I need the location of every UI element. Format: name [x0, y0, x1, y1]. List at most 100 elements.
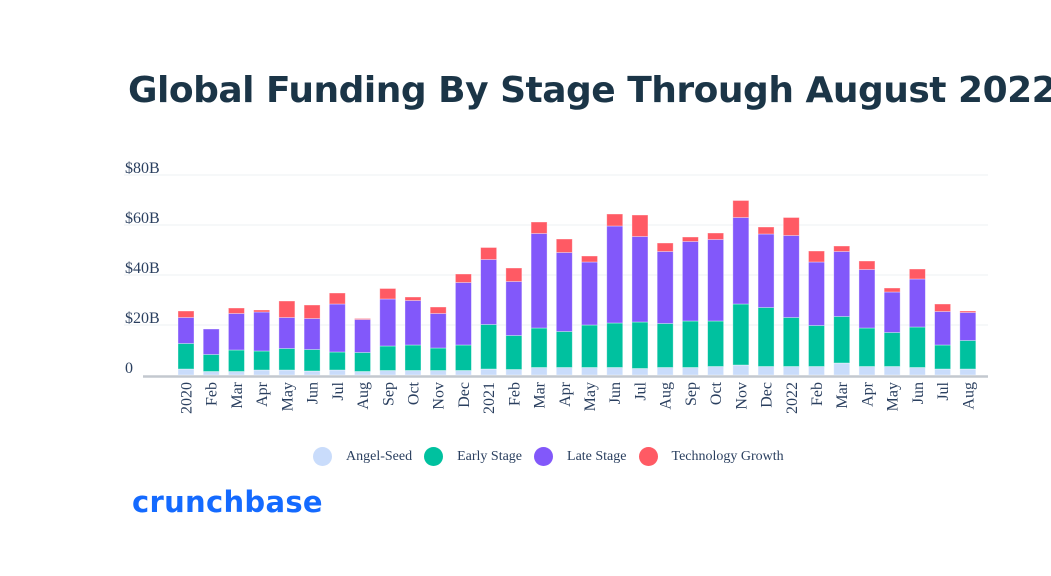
bar-segment-angel-seed[interactable] — [379, 370, 397, 376]
bar-segment-technology-growth[interactable] — [934, 303, 951, 312]
bar-segment-angel-seed[interactable] — [555, 367, 573, 376]
bar-segment-angel-seed[interactable] — [530, 367, 548, 376]
bar-segment-late-stage[interactable] — [177, 317, 195, 344]
bar-segment-angel-seed[interactable] — [883, 366, 901, 376]
bar-segment-late-stage[interactable] — [530, 233, 548, 329]
bar-segment-technology-growth[interactable] — [455, 273, 472, 283]
bar-segment-technology-growth[interactable] — [732, 200, 750, 218]
bar-segment-early-stage[interactable] — [782, 317, 800, 367]
bar-segment-late-stage[interactable] — [303, 318, 321, 350]
bar-segment-technology-growth[interactable] — [177, 310, 195, 318]
bar-segment-late-stage[interactable] — [782, 235, 800, 318]
legend-item-late-stage[interactable]: Late Stage — [534, 447, 627, 466]
bar-segment-early-stage[interactable] — [404, 344, 422, 371]
bar-segment-technology-growth[interactable] — [505, 267, 523, 282]
bar-segment-technology-growth[interactable] — [379, 288, 397, 300]
bar-segment-late-stage[interactable] — [581, 261, 598, 326]
bar-segment-technology-growth[interactable] — [682, 236, 699, 242]
bar-segment-angel-seed[interactable] — [606, 367, 624, 376]
bar-segment-technology-growth[interactable] — [833, 245, 851, 252]
bar-segment-angel-seed[interactable] — [278, 369, 296, 376]
bar-segment-technology-growth[interactable] — [253, 309, 271, 313]
bar-segment-late-stage[interactable] — [328, 303, 346, 353]
bar-segment-angel-seed[interactable] — [631, 368, 649, 376]
bar-segment-technology-growth[interactable] — [530, 221, 548, 234]
bar-segment-early-stage[interactable] — [732, 303, 750, 366]
bar-segment-angel-seed[interactable] — [404, 370, 422, 376]
bar-segment-technology-growth[interactable] — [328, 292, 346, 305]
bar-segment-technology-growth[interactable] — [228, 307, 245, 314]
bar-segment-angel-seed[interactable] — [354, 371, 371, 376]
bar-segment-early-stage[interactable] — [707, 320, 725, 367]
bar-segment-technology-growth[interactable] — [606, 213, 624, 227]
bar-segment-technology-growth[interactable] — [429, 306, 447, 314]
bar-segment-angel-seed[interactable] — [303, 370, 321, 376]
bar-segment-early-stage[interactable] — [808, 325, 825, 367]
bar-segment-angel-seed[interactable] — [757, 366, 775, 376]
bar-segment-angel-seed[interactable] — [782, 366, 800, 376]
bar-segment-angel-seed[interactable] — [934, 368, 951, 376]
bar-segment-angel-seed[interactable] — [455, 370, 472, 376]
bar-segment-late-stage[interactable] — [757, 233, 775, 308]
bar-segment-technology-growth[interactable] — [707, 232, 725, 240]
bar-segment-early-stage[interactable] — [959, 340, 977, 370]
bar-segment-early-stage[interactable] — [883, 332, 901, 367]
bar-segment-technology-growth[interactable] — [808, 250, 825, 263]
bar-segment-technology-growth[interactable] — [883, 287, 901, 293]
bar-segment-angel-seed[interactable] — [202, 371, 220, 376]
bar-segment-late-stage[interactable] — [808, 261, 825, 326]
bar-segment-late-stage[interactable] — [883, 291, 901, 333]
bar-segment-early-stage[interactable] — [505, 335, 523, 370]
bar-segment-angel-seed[interactable] — [858, 366, 876, 376]
bar-segment-technology-growth[interactable] — [303, 304, 321, 319]
bar-segment-early-stage[interactable] — [858, 327, 876, 367]
bar-segment-angel-seed[interactable] — [682, 367, 699, 376]
bar-segment-early-stage[interactable] — [328, 351, 346, 371]
bar-segment-early-stage[interactable] — [480, 324, 498, 370]
bar-segment-early-stage[interactable] — [278, 348, 296, 371]
bar-segment-late-stage[interactable] — [202, 328, 220, 355]
bar-segment-late-stage[interactable] — [429, 313, 447, 349]
bar-segment-early-stage[interactable] — [833, 316, 851, 364]
bar-segment-early-stage[interactable] — [379, 345, 397, 371]
bar-segment-angel-seed[interactable] — [253, 369, 271, 376]
bar-segment-technology-growth[interactable] — [555, 238, 573, 253]
bar-segment-late-stage[interactable] — [959, 312, 977, 341]
bar-segment-technology-growth[interactable] — [858, 260, 876, 270]
bar-segment-early-stage[interactable] — [682, 320, 699, 368]
bar-segment-angel-seed[interactable] — [328, 369, 346, 376]
bar-segment-late-stage[interactable] — [379, 298, 397, 347]
bar-segment-early-stage[interactable] — [253, 350, 271, 371]
bar-segment-angel-seed[interactable] — [177, 368, 195, 376]
bar-segment-angel-seed[interactable] — [707, 366, 725, 376]
bar-segment-late-stage[interactable] — [455, 282, 472, 346]
legend-item-angel-seed[interactable]: Angel-Seed — [313, 447, 412, 466]
bar-segment-late-stage[interactable] — [707, 239, 725, 322]
bar-segment-early-stage[interactable] — [303, 349, 321, 372]
bar-segment-technology-growth[interactable] — [354, 318, 371, 320]
bar-segment-late-stage[interactable] — [404, 300, 422, 346]
bar-segment-technology-growth[interactable] — [782, 217, 800, 236]
bar-segment-late-stage[interactable] — [228, 313, 245, 351]
bar-segment-angel-seed[interactable] — [505, 369, 523, 376]
bar-segment-early-stage[interactable] — [354, 352, 371, 372]
bar-segment-early-stage[interactable] — [530, 327, 548, 368]
bar-segment-early-stage[interactable] — [581, 324, 598, 368]
bar-segment-early-stage[interactable] — [656, 323, 674, 368]
bar-segment-angel-seed[interactable] — [908, 367, 926, 376]
bar-segment-early-stage[interactable] — [606, 322, 624, 368]
bar-segment-technology-growth[interactable] — [278, 300, 296, 318]
bar-segment-angel-seed[interactable] — [959, 368, 977, 376]
bar-segment-angel-seed[interactable] — [833, 362, 851, 376]
bar-segment-late-stage[interactable] — [682, 241, 699, 322]
bar-segment-early-stage[interactable] — [202, 354, 220, 372]
bar-segment-technology-growth[interactable] — [959, 310, 977, 313]
bar-segment-late-stage[interactable] — [278, 317, 296, 349]
bar-segment-technology-growth[interactable] — [656, 242, 674, 252]
legend-item-technology-growth[interactable]: Technology Growth — [638, 447, 784, 466]
bar-segment-technology-growth[interactable] — [757, 226, 775, 235]
bar-segment-technology-growth[interactable] — [480, 247, 498, 260]
bar-segment-early-stage[interactable] — [934, 344, 951, 370]
bar-segment-angel-seed[interactable] — [808, 366, 825, 376]
bar-segment-early-stage[interactable] — [228, 349, 245, 372]
